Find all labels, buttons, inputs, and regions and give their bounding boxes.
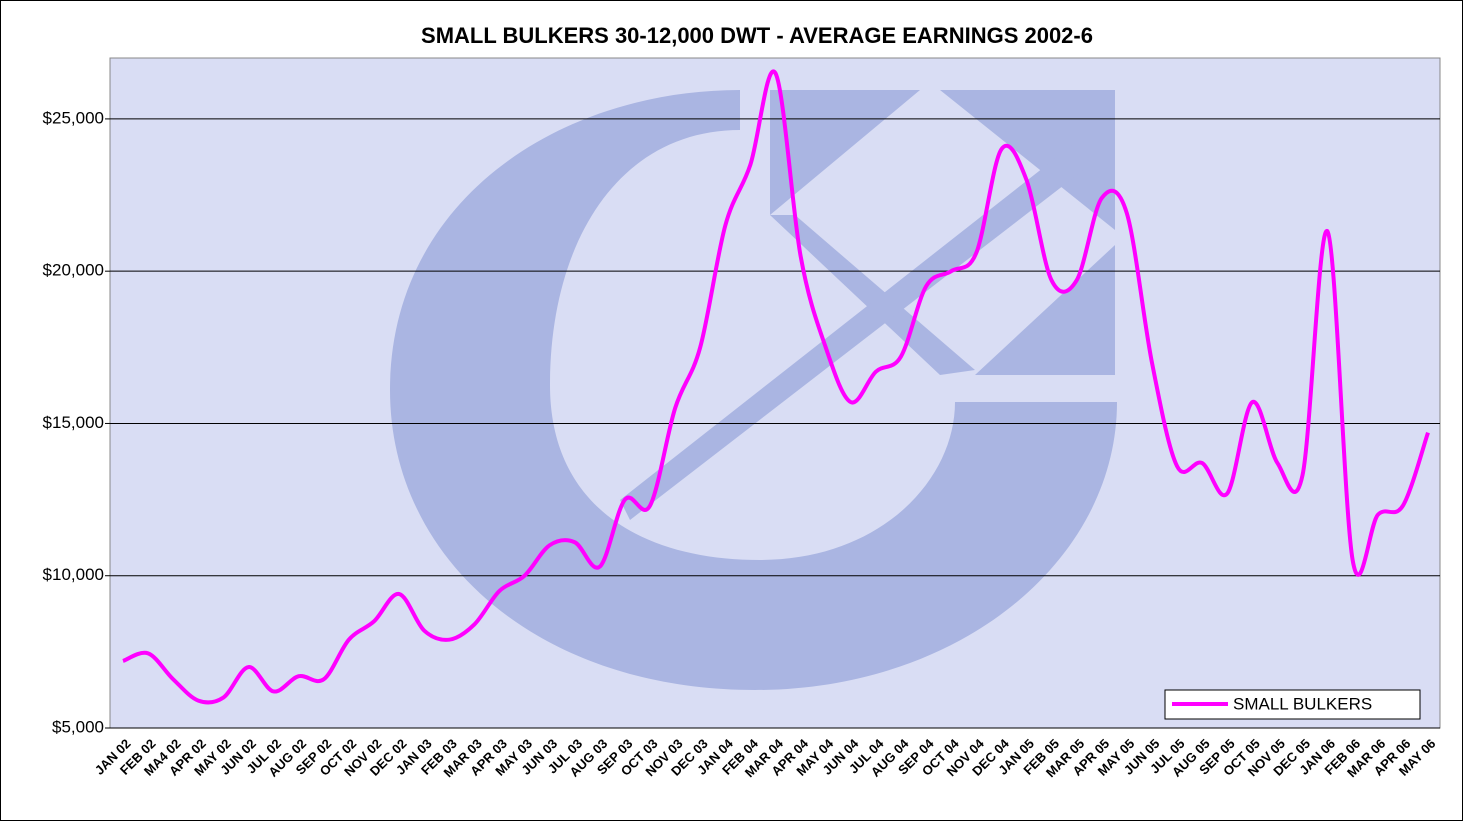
y-tick-label: $5,000 [52, 717, 104, 736]
legend: SMALL BULKERS [1164, 689, 1421, 720]
y-tick-label: $15,000 [43, 413, 104, 432]
chart-title: SMALL BULKERS 30-12,000 DWT - AVERAGE EA… [421, 23, 1093, 48]
y-tick-label: $20,000 [43, 261, 104, 280]
legend-label: SMALL BULKERS [1233, 694, 1372, 713]
series-line [122, 69, 1430, 705]
y-tick-label: $10,000 [43, 565, 104, 584]
y-tick-label: $25,000 [43, 108, 104, 127]
